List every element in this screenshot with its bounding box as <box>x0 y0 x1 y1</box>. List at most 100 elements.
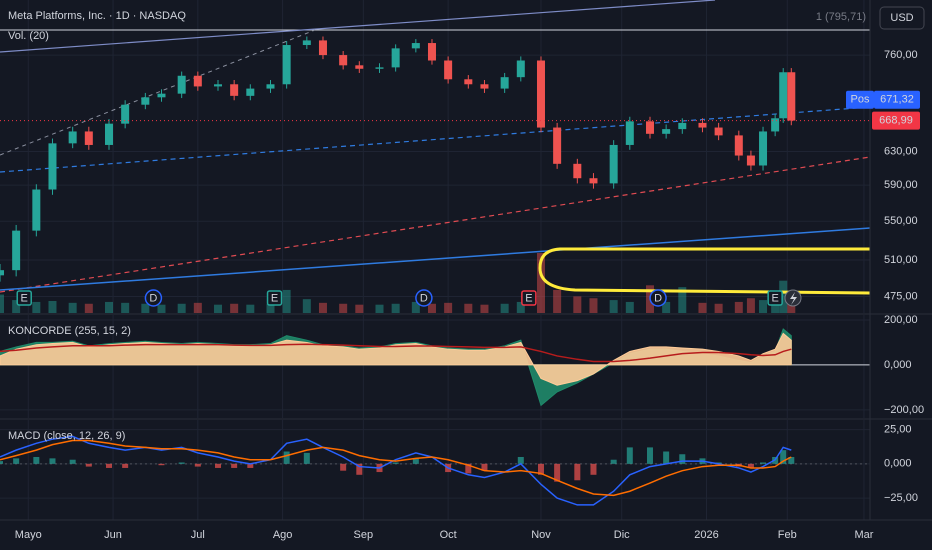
histogram-bar <box>646 447 653 464</box>
volume-bar <box>480 304 489 313</box>
volume-bar <box>141 303 150 313</box>
position-box <box>874 90 920 109</box>
histogram-bar <box>481 463 488 471</box>
histogram-bar <box>610 459 617 464</box>
volume-bar <box>177 303 186 313</box>
volume-bar <box>759 300 768 313</box>
volume-bar <box>266 303 275 313</box>
volume-bar <box>157 304 166 313</box>
histogram-bar <box>465 463 472 474</box>
candle-body <box>609 144 618 184</box>
candle-body <box>678 122 687 130</box>
candle-body <box>48 143 57 190</box>
histogram-bar <box>215 463 222 468</box>
trend-line <box>0 227 871 291</box>
volume-bar <box>746 298 755 313</box>
histogram-bar <box>69 459 76 464</box>
histogram-bar <box>0 461 3 464</box>
volume-bar <box>589 298 598 313</box>
histogram-bar <box>122 463 129 468</box>
overlay-layer: 760,00 630,00 590,00 550,00 510,00 475,00 Mayo… <box>15 49 924 541</box>
event-marker <box>521 290 537 306</box>
indicator-title: KONCORDE (255, 15, 2) <box>8 325 131 337</box>
volume-bar <box>121 302 130 313</box>
event-marker <box>767 290 783 306</box>
event-label: D <box>654 292 662 304</box>
event-marker <box>144 289 163 307</box>
currency-button[interactable] <box>879 6 925 30</box>
annotations <box>0 0 932 521</box>
volume-bar <box>678 287 687 313</box>
candle-body <box>230 84 239 96</box>
candle-body <box>391 48 400 68</box>
histogram-bar <box>85 463 92 467</box>
histogram-bar <box>13 458 20 464</box>
volume-bar <box>339 303 348 313</box>
candle-body <box>714 127 723 136</box>
line <box>0 435 792 506</box>
y-tick-label: 0,000 <box>884 359 912 371</box>
candle-body <box>759 131 768 166</box>
histogram-bar <box>626 447 633 464</box>
x-tick-label: Mayo <box>15 529 42 541</box>
y-tick-label: 630,00 <box>884 145 918 157</box>
position-name-box <box>846 90 874 109</box>
position-label: 671,32 <box>880 94 914 106</box>
volume-bar <box>355 304 364 313</box>
candle-body <box>12 230 21 271</box>
indicator-title: MACD (close, 12, 26, 9) <box>8 430 125 442</box>
candle-body <box>645 121 654 134</box>
candle-body <box>516 60 525 78</box>
histogram-bar <box>663 451 670 464</box>
volume-bar <box>302 299 311 313</box>
event-label: E <box>771 292 778 304</box>
volume-bar <box>771 301 780 313</box>
histogram-bar <box>247 463 254 468</box>
volume-bar <box>573 296 582 313</box>
candle-body <box>121 104 130 124</box>
histogram-bar <box>106 463 113 468</box>
candle-body <box>105 123 114 145</box>
last-price-box <box>872 111 920 130</box>
candle-body <box>427 43 436 61</box>
histogram-bar <box>554 463 561 482</box>
y-tick-label: −200,00 <box>884 404 924 416</box>
candle-body <box>157 93 166 98</box>
histogram-bar <box>303 452 310 464</box>
volume-bar <box>214 304 223 313</box>
candle-body <box>698 122 707 128</box>
candle-body <box>536 60 545 128</box>
volume-label: Vol. (20) <box>8 30 49 42</box>
event-label: E <box>525 292 532 304</box>
event-marker <box>649 289 667 307</box>
x-tick-label: Sep <box>354 529 374 541</box>
drawings <box>0 0 871 293</box>
candle-body <box>464 79 473 85</box>
event-label: E <box>21 292 28 304</box>
volume-bar <box>427 303 436 313</box>
candle-body <box>266 84 275 89</box>
x-tick-label: Dic <box>614 529 630 541</box>
event-label: D <box>149 292 157 304</box>
y-tick-label: −25,00 <box>884 492 918 504</box>
candle-body <box>282 45 291 85</box>
plot-layer <box>0 36 870 506</box>
candle-body <box>68 131 77 144</box>
volume-bar <box>662 301 671 313</box>
histogram-bar <box>356 463 363 475</box>
volume-bar <box>84 303 93 313</box>
line <box>0 343 792 363</box>
symbol-title: Meta Platforms, Inc. · 1D · NASDAQ <box>8 10 186 22</box>
histogram-bar <box>158 463 165 466</box>
volume-bar <box>553 289 562 313</box>
candle-body <box>480 84 489 89</box>
volume-bar <box>12 300 21 313</box>
histogram-bar <box>283 451 290 464</box>
volume-bar <box>32 301 41 313</box>
top-right-value: 1 (795,71) <box>816 11 866 23</box>
y-tick-label: 200,00 <box>884 314 918 326</box>
volume-bar <box>411 301 420 313</box>
y-tick-label: 475,00 <box>884 290 918 302</box>
volume-bar <box>734 301 743 313</box>
